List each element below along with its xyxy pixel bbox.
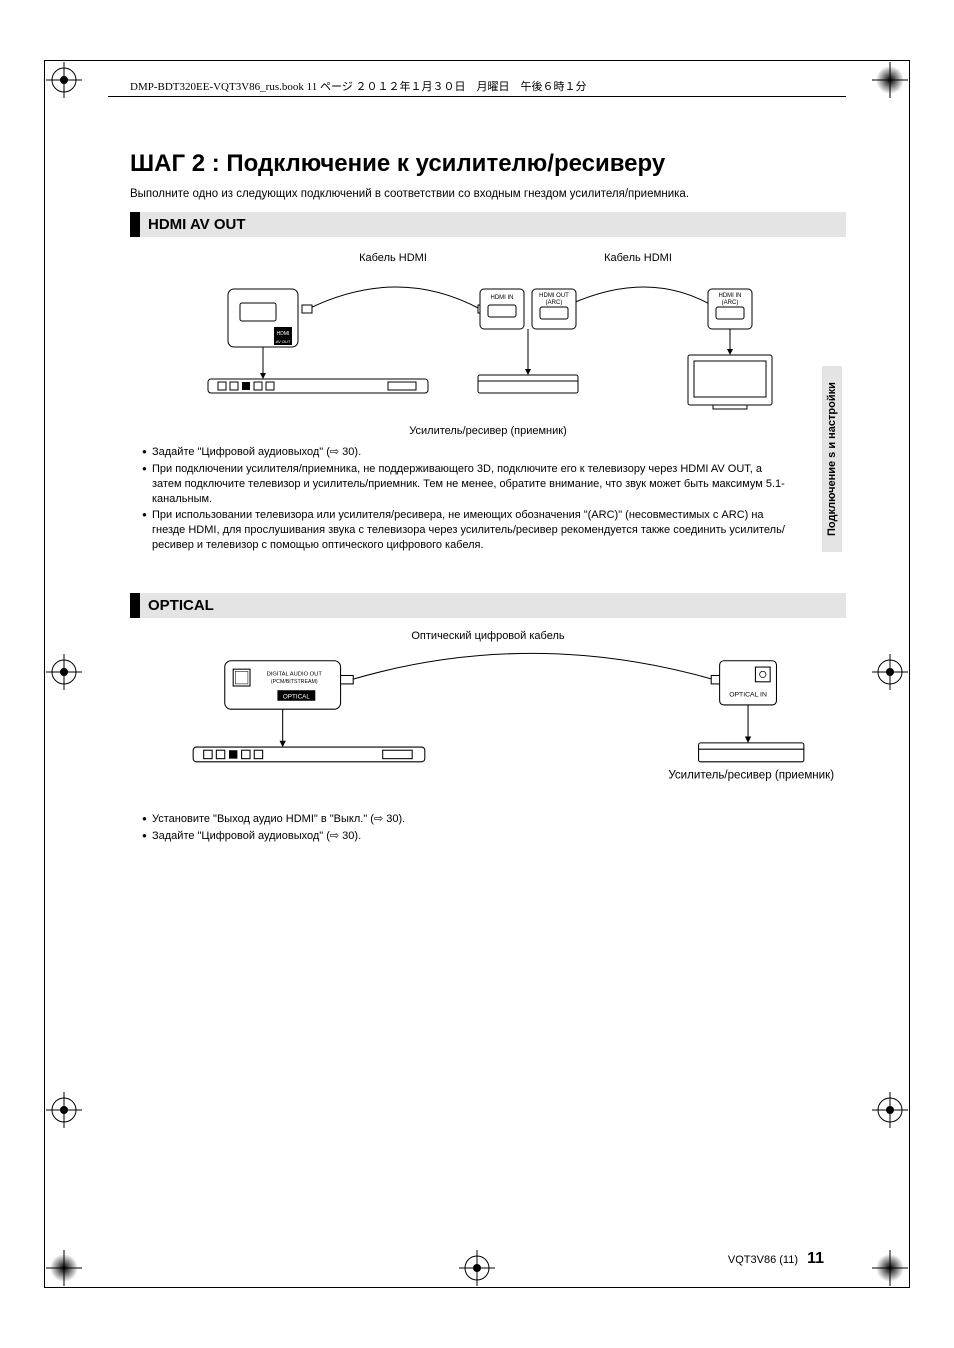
section-optical-heading: OPTICAL: [130, 593, 846, 618]
optical-bullets: Установите "Выход аудио HDMI" в "Выкл." …: [130, 812, 846, 844]
page-content: ШАГ 2 : Подключение к усилителю/ресиверу…: [130, 150, 846, 846]
page-title: ШАГ 2 : Подключение к усилителю/ресиверу: [130, 150, 846, 178]
hdmi-diagram: Кабель HDMI Кабель HDMI HDMI AV OUT: [130, 249, 846, 419]
svg-text:DIGITAL AUDIO OUT: DIGITAL AUDIO OUT: [267, 671, 323, 677]
bullet-item: Задайте "Цифровой аудиовыход" (⇨ 30).: [142, 445, 790, 460]
bullet-item: Задайте "Цифровой аудиовыход" (⇨ 30).: [142, 829, 846, 844]
hdmi-bullets: Задайте "Цифровой аудиовыход" (⇨ 30). Пр…: [130, 445, 790, 553]
header-rule: [108, 96, 846, 97]
intro-text: Выполните одно из следующих подключений …: [130, 188, 846, 200]
svg-text:AV OUT: AV OUT: [276, 339, 291, 344]
footer-code: VQT3V86 (11): [728, 1254, 798, 1266]
svg-text:(ARC): (ARC): [546, 300, 563, 306]
cropmark-icon: [46, 1092, 82, 1128]
svg-text:HDMI: HDMI: [277, 331, 290, 337]
cable-label: Кабель HDMI: [604, 252, 672, 264]
svg-text:(ARC): (ARC): [722, 300, 739, 306]
svg-text:HDMI OUT: HDMI OUT: [539, 293, 569, 299]
svg-text:OPTICAL: OPTICAL: [283, 694, 310, 701]
cropmark-icon: [872, 62, 908, 98]
bullet-item: При использовании телевизора или усилите…: [142, 508, 790, 553]
section-hdmi-heading: HDMI AV OUT: [130, 212, 846, 237]
footer: VQT3V86 (11) 11: [728, 1250, 824, 1268]
cropmark-icon: [872, 1250, 908, 1286]
cropmark-icon: [872, 654, 908, 690]
svg-text:OPTICAL IN: OPTICAL IN: [729, 691, 767, 698]
cropmark-icon: [46, 654, 82, 690]
optical-cable-label: Оптический цифровой кабель: [130, 630, 846, 642]
cropmark-icon: [459, 1250, 495, 1286]
bullet-item: Установите "Выход аудио HDMI" в "Выкл." …: [142, 812, 846, 827]
header-filename: DMP-BDT320EE-VQT3V86_rus.book 11 ページ ２０１…: [130, 78, 586, 94]
optical-diagram: DIGITAL AUDIO OUT (PCM/BITSTREAM) OPTICA…: [130, 646, 846, 806]
cropmark-icon: [46, 1250, 82, 1286]
cropmark-icon: [46, 62, 82, 98]
page-number: 11: [807, 1250, 824, 1267]
svg-text:HDMI IN: HDMI IN: [719, 293, 742, 299]
cropmark-icon: [872, 1092, 908, 1128]
svg-text:Усилитель/ресивер (приемник): Усилитель/ресивер (приемник): [668, 770, 834, 782]
svg-text:HDMI IN: HDMI IN: [491, 295, 514, 301]
amp-caption: Усилитель/ресивер (приемник): [130, 425, 846, 437]
bullet-item: При подключении усилителя/приемника, не …: [142, 462, 790, 507]
svg-text:(PCM/BITSTREAM): (PCM/BITSTREAM): [271, 679, 318, 685]
cable-label: Кабель HDMI: [359, 252, 427, 264]
